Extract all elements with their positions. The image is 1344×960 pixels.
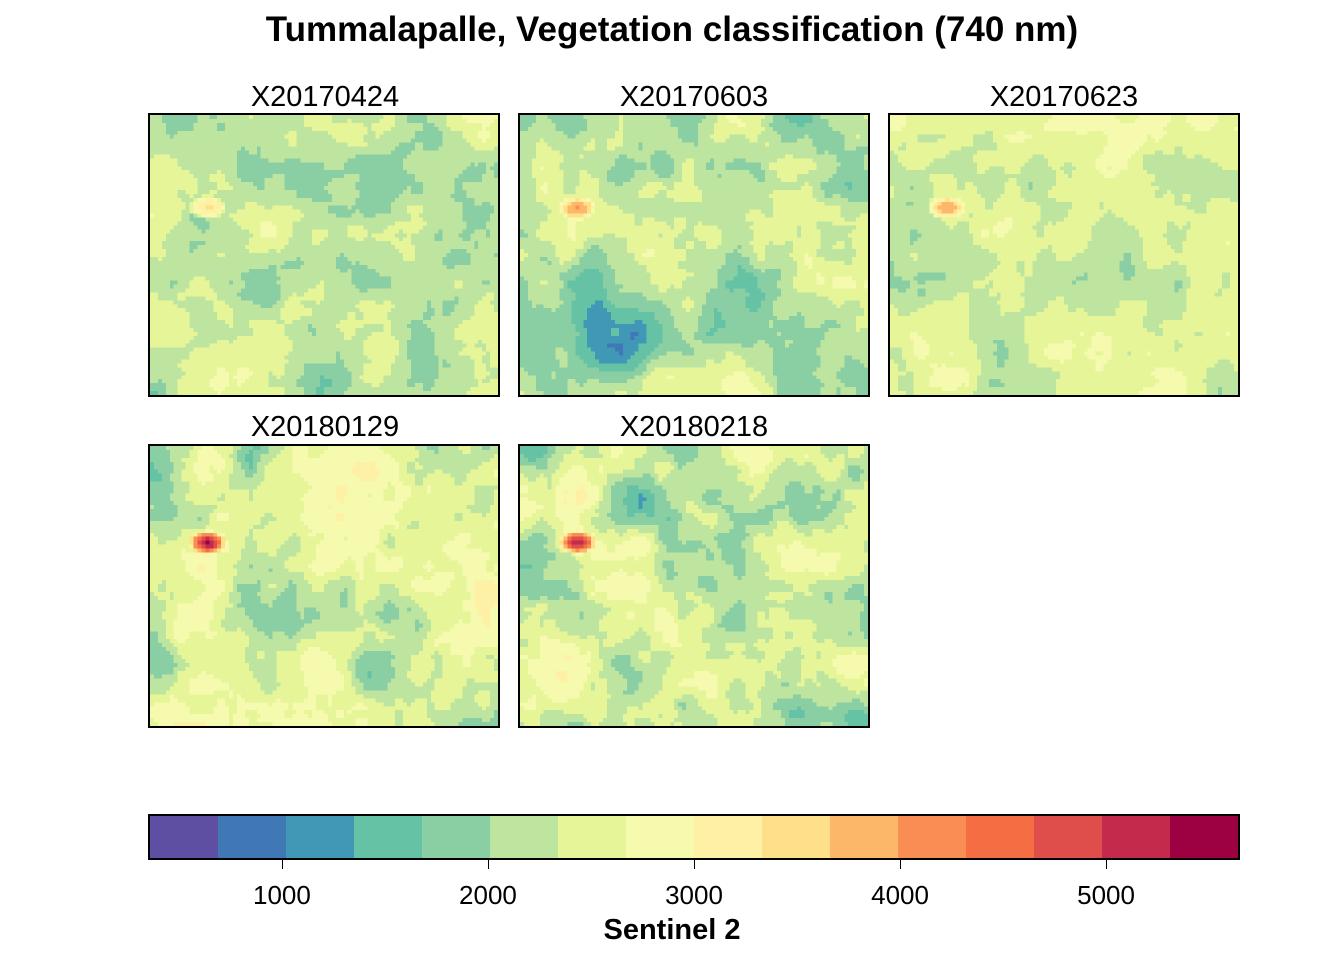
raster-image — [150, 446, 498, 726]
colorbar-tick-label: 4000 — [840, 880, 960, 911]
colorbar — [148, 814, 1240, 860]
raster-panel-1 — [148, 113, 500, 397]
colorbar-swatch — [762, 816, 830, 858]
raster-image — [890, 115, 1238, 395]
colorbar-swatch — [422, 816, 490, 858]
colorbar-swatch — [490, 816, 558, 858]
colorbar-swatch — [626, 816, 694, 858]
colorbar-swatch — [1034, 816, 1102, 858]
colorbar-tick — [1106, 860, 1108, 869]
raster-panel-3 — [888, 113, 1240, 397]
colorbar-tick — [900, 860, 902, 869]
raster-panel-2 — [518, 113, 870, 397]
colorbar-tick-label: 1000 — [222, 880, 342, 911]
raster-image — [150, 115, 498, 395]
panel-title-5: X20180218 — [518, 411, 870, 443]
colorbar-tick-label: 3000 — [634, 880, 754, 911]
colorbar-tick-label: 5000 — [1046, 880, 1166, 911]
colorbar-tick-label: 2000 — [428, 880, 548, 911]
colorbar-swatch — [558, 816, 626, 858]
panel-title-1: X20170424 — [149, 81, 501, 113]
colorbar-tick — [487, 860, 489, 869]
panel-title-3: X20170623 — [888, 81, 1240, 113]
colorbar-swatch — [898, 816, 966, 858]
panel-title-2: X20170603 — [518, 81, 870, 113]
colorbar-swatch — [286, 816, 354, 858]
chart-title: Tummalapalle, Vegetation classification … — [0, 10, 1344, 50]
colorbar-swatch — [1102, 816, 1170, 858]
panel-title-4: X20180129 — [149, 411, 501, 443]
colorbar-swatch — [150, 816, 218, 858]
colorbar-swatch — [354, 816, 422, 858]
colorbar-swatch — [694, 816, 762, 858]
colorbar-swatch — [218, 816, 286, 858]
colorbar-swatch — [830, 816, 898, 858]
raster-image — [520, 115, 868, 395]
raster-panel-4 — [148, 444, 500, 728]
colorbar-title: Sentinel 2 — [0, 914, 1344, 947]
colorbar-swatch — [966, 816, 1034, 858]
colorbar-tick — [694, 860, 695, 869]
colorbar-tick — [281, 860, 283, 869]
raster-image — [520, 446, 868, 726]
raster-panel-5 — [518, 444, 870, 728]
colorbar-swatch — [1170, 816, 1238, 858]
